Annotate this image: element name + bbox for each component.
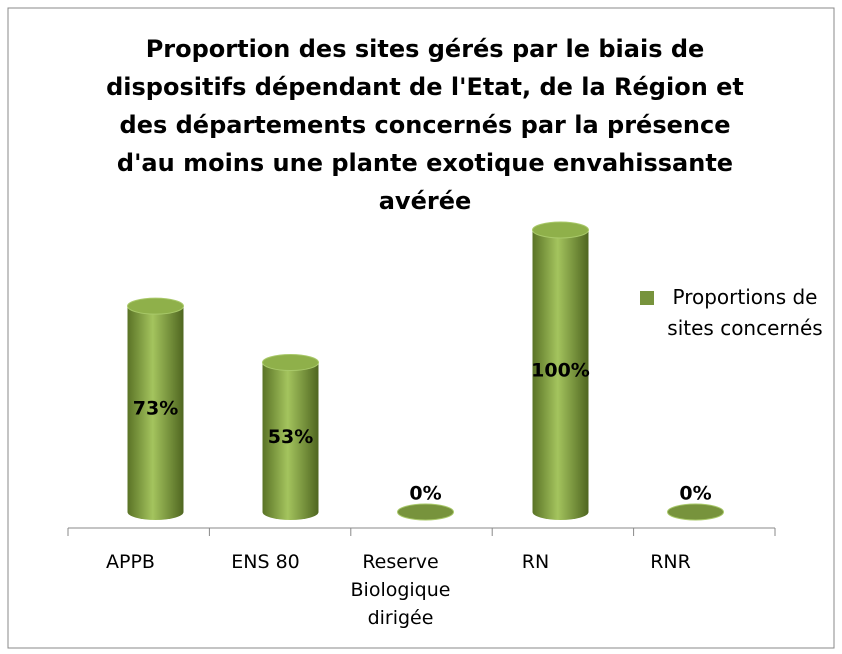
bar-bottom (532, 504, 589, 520)
bar (397, 503, 454, 521)
bar-body (127, 306, 184, 512)
x-tick-label: APPB (106, 551, 155, 573)
x-tick-label: Reserve Biologique dirigée (350, 551, 451, 629)
value-label: 100% (531, 360, 590, 382)
bar-body (532, 230, 589, 512)
value-label: 0% (409, 483, 441, 505)
value-label: 0% (679, 483, 711, 505)
chart-title: Proportion des sites gérés par le biais … (106, 35, 744, 215)
bar-body (262, 362, 319, 512)
value-label: 73% (133, 398, 178, 420)
bar (262, 354, 319, 520)
value-label: 53% (268, 426, 313, 448)
legend-label: Proportions de sites concernés (667, 285, 823, 340)
x-tick-label: RNR (650, 551, 691, 573)
bar (127, 297, 184, 520)
bar-top (262, 354, 319, 372)
x-tick-label: RN (521, 551, 550, 573)
bar (667, 503, 724, 521)
bar-bottom (127, 504, 184, 520)
bar (532, 221, 589, 520)
bar-bottom (262, 504, 319, 520)
x-tick-label: ENS 80 (231, 551, 300, 573)
bar-top (667, 503, 724, 521)
legend-swatch (640, 291, 654, 305)
bar-top (397, 503, 454, 521)
bar-top (127, 297, 184, 315)
bar-top (532, 221, 589, 239)
legend: Proportions de sites concernés (640, 282, 830, 344)
